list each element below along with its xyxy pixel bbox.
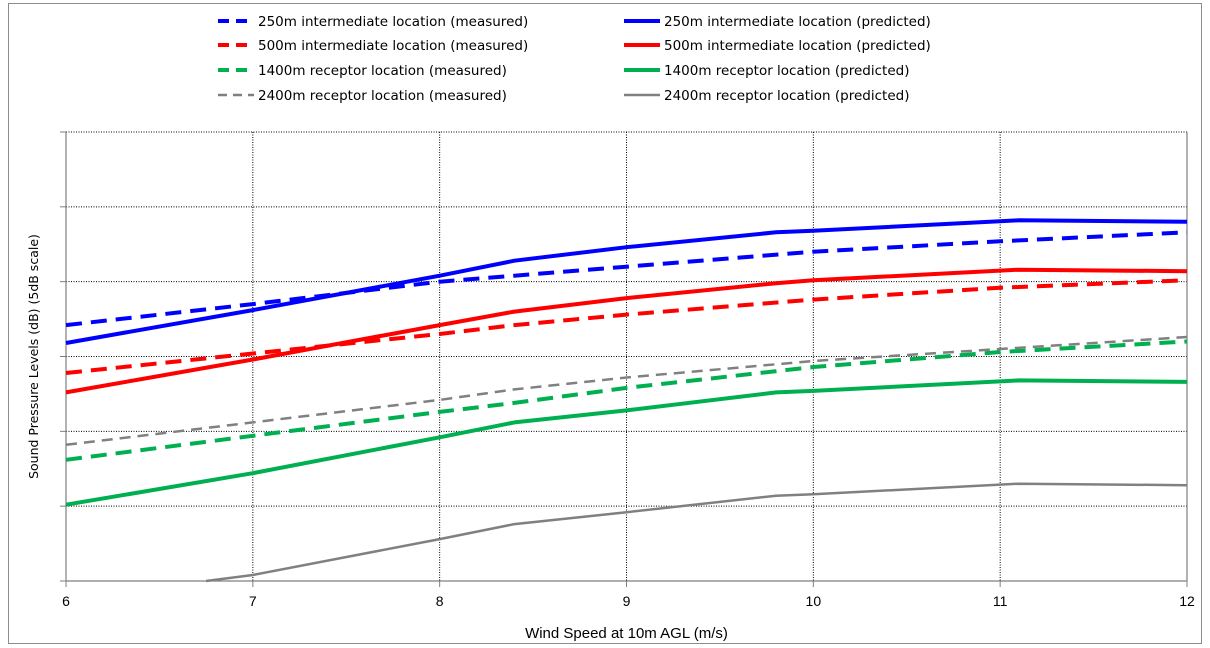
y-axis-title: Sound Pressure Levels (dB) (5dB scale): [26, 234, 41, 479]
series-line-5: [65, 378, 1188, 507]
legend-label-7: 2400m receptor location (predicted): [664, 88, 909, 104]
series-line-0: [65, 230, 1188, 328]
x-tick-label: 12: [1179, 593, 1195, 609]
series-line-7: [205, 482, 1188, 583]
x-tick-label: 11: [993, 593, 1008, 609]
series-line-4: [65, 339, 1188, 462]
legend-label-6: 2400m receptor location (measured): [258, 88, 507, 104]
legend-label-5: 1400m receptor location (predicted): [664, 63, 909, 79]
legend-label-4: 1400m receptor location (measured): [258, 63, 507, 79]
legend-label-1: 250m intermediate location (predicted): [664, 14, 931, 30]
x-tick-labels: 6 7 8 9 10 11 12: [62, 593, 1195, 609]
legend-label-2: 500m intermediate location (measured): [258, 38, 528, 54]
x-tick-label: 7: [249, 593, 257, 609]
x-tick-label: 9: [623, 593, 631, 609]
series-lines: [65, 218, 1188, 583]
series-line-3: [65, 267, 1188, 395]
x-axis-title: Wind Speed at 10m AGL (m/s): [525, 625, 728, 642]
legend-label-3: 500m intermediate location (predicted): [664, 38, 931, 54]
grid-lines: [66, 131, 1187, 581]
legend-label-0: 250m intermediate location (measured): [258, 14, 528, 30]
series-line-6: [65, 335, 1188, 447]
x-tick-label: 6: [62, 593, 70, 609]
series-line-1: [65, 218, 1188, 345]
x-tick-label: 10: [806, 593, 822, 609]
series-line-2: [65, 278, 1188, 375]
chart-frame: [8, 3, 1202, 644]
legend: 250m intermediate location (measured) 250…: [218, 14, 931, 104]
axes: [60, 131, 1188, 587]
x-tick-label: 8: [436, 593, 444, 609]
